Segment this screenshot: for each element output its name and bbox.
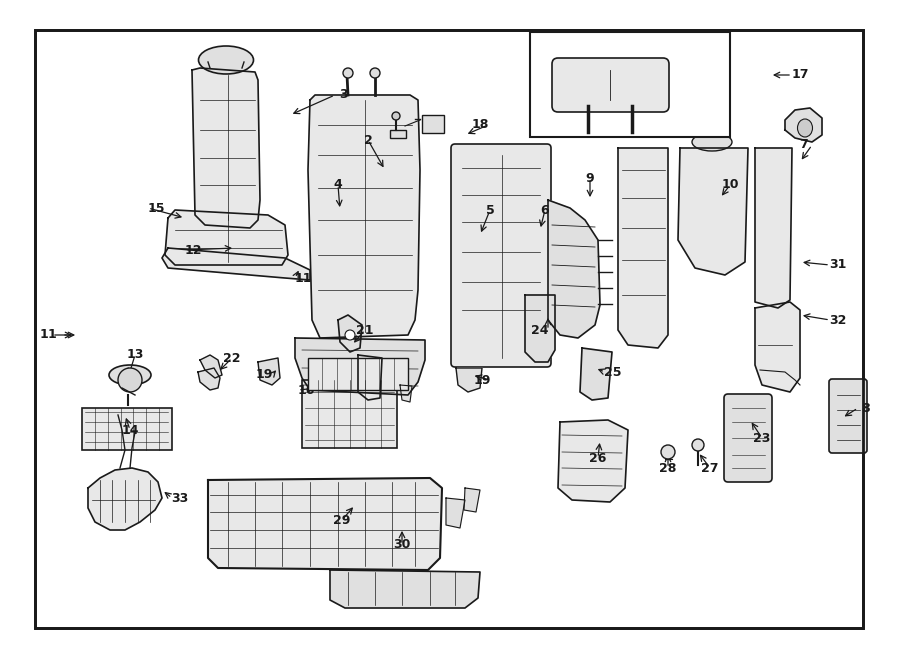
FancyBboxPatch shape bbox=[724, 394, 772, 482]
Polygon shape bbox=[618, 148, 668, 348]
FancyBboxPatch shape bbox=[552, 58, 669, 112]
Polygon shape bbox=[198, 368, 220, 390]
Polygon shape bbox=[88, 468, 162, 530]
Text: 4: 4 bbox=[334, 178, 342, 192]
Ellipse shape bbox=[199, 46, 254, 74]
Polygon shape bbox=[785, 108, 822, 142]
Text: 19: 19 bbox=[473, 373, 491, 387]
Text: 3: 3 bbox=[338, 89, 347, 102]
Polygon shape bbox=[295, 338, 425, 395]
Polygon shape bbox=[308, 95, 420, 338]
Text: 9: 9 bbox=[586, 171, 594, 184]
Circle shape bbox=[692, 439, 704, 451]
Text: 15: 15 bbox=[148, 202, 165, 215]
Polygon shape bbox=[464, 488, 480, 512]
Text: 21: 21 bbox=[356, 323, 374, 336]
Text: 7: 7 bbox=[799, 139, 808, 151]
Text: 2: 2 bbox=[364, 134, 373, 147]
Polygon shape bbox=[208, 478, 442, 570]
Polygon shape bbox=[755, 148, 792, 308]
Circle shape bbox=[392, 112, 400, 120]
Circle shape bbox=[661, 445, 675, 459]
Text: 29: 29 bbox=[333, 514, 351, 527]
Circle shape bbox=[118, 368, 142, 392]
Text: 6: 6 bbox=[541, 204, 549, 217]
Text: 19: 19 bbox=[256, 368, 273, 381]
Text: 17: 17 bbox=[791, 69, 809, 81]
Polygon shape bbox=[558, 420, 628, 502]
Text: 5: 5 bbox=[486, 204, 494, 217]
Text: 16: 16 bbox=[297, 383, 315, 397]
Text: 27: 27 bbox=[701, 461, 719, 475]
Polygon shape bbox=[678, 148, 748, 275]
Circle shape bbox=[370, 68, 380, 78]
Polygon shape bbox=[755, 302, 800, 392]
Text: 10: 10 bbox=[721, 178, 739, 192]
FancyBboxPatch shape bbox=[829, 379, 867, 453]
Text: 18: 18 bbox=[472, 118, 489, 132]
Text: 30: 30 bbox=[393, 539, 410, 551]
Polygon shape bbox=[456, 368, 482, 392]
Polygon shape bbox=[525, 295, 555, 362]
Polygon shape bbox=[580, 348, 612, 400]
Text: 23: 23 bbox=[753, 432, 770, 444]
Ellipse shape bbox=[109, 365, 151, 385]
Bar bbox=[308, 358, 408, 390]
Text: 31: 31 bbox=[829, 258, 847, 272]
Polygon shape bbox=[446, 498, 465, 528]
Text: 8: 8 bbox=[861, 401, 870, 414]
Text: 13: 13 bbox=[126, 348, 144, 362]
Text: 12: 12 bbox=[184, 243, 202, 256]
Text: 14: 14 bbox=[122, 424, 139, 436]
Bar bbox=[390, 130, 406, 138]
Text: 20: 20 bbox=[366, 364, 383, 377]
Text: 11: 11 bbox=[294, 272, 311, 284]
Text: 1: 1 bbox=[40, 329, 49, 342]
Bar bbox=[530, 32, 730, 137]
Text: 33: 33 bbox=[171, 492, 189, 504]
Polygon shape bbox=[358, 355, 382, 400]
Circle shape bbox=[345, 330, 355, 340]
Polygon shape bbox=[192, 68, 260, 228]
Text: 25: 25 bbox=[604, 366, 622, 379]
Text: 26: 26 bbox=[590, 451, 607, 465]
Bar bbox=[302, 380, 397, 448]
Polygon shape bbox=[200, 355, 222, 378]
Polygon shape bbox=[165, 210, 288, 265]
Ellipse shape bbox=[692, 133, 732, 151]
Polygon shape bbox=[330, 570, 480, 608]
Text: 28: 28 bbox=[660, 461, 677, 475]
Polygon shape bbox=[258, 358, 280, 385]
Polygon shape bbox=[400, 385, 412, 402]
Polygon shape bbox=[548, 200, 600, 338]
Ellipse shape bbox=[797, 119, 813, 137]
FancyBboxPatch shape bbox=[451, 144, 551, 367]
Polygon shape bbox=[338, 315, 362, 352]
Polygon shape bbox=[162, 248, 310, 280]
Text: 24: 24 bbox=[531, 323, 549, 336]
Bar bbox=[82, 408, 172, 450]
Text: 22: 22 bbox=[223, 352, 241, 364]
Text: 1: 1 bbox=[48, 329, 57, 342]
Bar bbox=[422, 115, 444, 133]
Text: 32: 32 bbox=[829, 313, 847, 327]
Circle shape bbox=[343, 68, 353, 78]
